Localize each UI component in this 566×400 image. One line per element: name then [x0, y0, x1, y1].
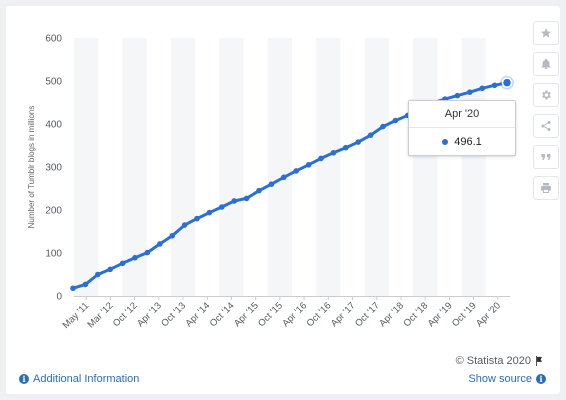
- data-point: [305, 162, 312, 168]
- plot-band: [219, 38, 244, 296]
- x-tick-label: May '11: [61, 300, 92, 331]
- data-point: [119, 260, 126, 267]
- plot-band: [413, 38, 438, 296]
- flag-icon: [536, 356, 542, 366]
- data-point: [268, 181, 275, 187]
- y-tick-label: 500: [45, 77, 62, 88]
- data-point: [454, 92, 461, 99]
- y-tick-label: 100: [45, 249, 62, 260]
- data-point: [380, 123, 386, 130]
- y-tick-label: 200: [45, 206, 62, 217]
- y-axis-title: Number of Tumblr blogs in millions: [27, 106, 36, 229]
- tooltip-value: 496.1: [454, 136, 482, 148]
- x-tick-label: Oct '19: [450, 300, 479, 329]
- data-point: [243, 195, 250, 202]
- data-point: [330, 150, 337, 156]
- info-icon: i: [536, 374, 546, 384]
- x-tick-label: Oct '14: [208, 300, 237, 329]
- show-source-link[interactable]: Show source i: [468, 373, 546, 385]
- x-tick-label: Apr '18: [377, 300, 406, 329]
- statista-credit: © Statista 2020: [456, 355, 544, 367]
- print-button[interactable]: [533, 176, 559, 200]
- data-point: [491, 82, 498, 89]
- data-point: [367, 132, 374, 138]
- print-icon: [541, 183, 551, 193]
- x-tick-label: Oct '16: [305, 300, 334, 329]
- y-tick-label: 600: [45, 34, 62, 45]
- credit-text: © Statista 2020: [455, 355, 531, 367]
- data-point: [231, 198, 237, 204]
- settings-button[interactable]: [533, 83, 559, 107]
- y-tick-label: 300: [45, 163, 62, 174]
- data-point: [107, 266, 113, 273]
- tooltip-body: 496.1: [409, 128, 515, 156]
- data-point: [293, 168, 300, 174]
- data-point: [144, 249, 151, 256]
- gear-icon: [542, 90, 551, 100]
- y-tick-label: 400: [45, 120, 62, 131]
- x-tick-label: Apr '14: [183, 300, 212, 329]
- x-tick-label: Apr '20: [474, 300, 503, 329]
- x-tick-label: Apr '17: [329, 300, 358, 329]
- plot-band: [461, 38, 486, 296]
- data-point: [206, 209, 213, 216]
- info-icon: i: [19, 374, 29, 384]
- data-point: [392, 117, 399, 124]
- plot-band: [74, 38, 99, 296]
- data-point: [318, 155, 324, 162]
- highlight-point: [501, 77, 513, 88]
- x-tick-label: Apr '13: [135, 300, 164, 329]
- data-point: [355, 139, 362, 145]
- data-point: [219, 204, 225, 210]
- plot-band: [316, 38, 341, 296]
- additional-information-label: Additional Information: [33, 373, 140, 385]
- bell-icon: [541, 58, 551, 69]
- data-point: [82, 281, 89, 288]
- data-point: [281, 174, 287, 181]
- tooltip-series-dot: [442, 139, 449, 145]
- y-tick-label: 0: [56, 292, 62, 303]
- data-point: [256, 187, 262, 194]
- data-point: [343, 144, 349, 151]
- plot-band: [364, 38, 389, 296]
- data-point: [467, 89, 473, 95]
- share-icon: [541, 121, 551, 131]
- x-tick-label: Mar '12: [85, 300, 115, 330]
- data-point: [169, 233, 175, 239]
- data-point: [194, 215, 200, 222]
- x-tick-label: Apr '15: [232, 300, 261, 329]
- share-button[interactable]: [533, 114, 559, 138]
- x-tick-label: Oct '15: [256, 300, 285, 329]
- chart-tooltip: Apr '20 496.1: [408, 100, 516, 156]
- data-point: [479, 85, 486, 92]
- cite-button[interactable]: [533, 145, 559, 169]
- x-tick-label: Oct '13: [159, 300, 188, 329]
- additional-information-link[interactable]: i Additional Information: [19, 373, 139, 385]
- x-tick-label: Apr '16: [280, 300, 309, 329]
- data-point: [181, 222, 188, 228]
- data-point: [132, 254, 138, 261]
- x-tick-label: Apr '19: [426, 300, 455, 329]
- x-tick-label: Oct '18: [401, 300, 430, 329]
- plot-band: [267, 38, 292, 296]
- plot-band: [170, 38, 196, 296]
- favorite-button[interactable]: [533, 21, 559, 45]
- x-tick-label: Oct '12: [111, 300, 140, 329]
- data-point: [95, 271, 101, 278]
- chart-card: 0 100 200 300 400 500 600 May '11 Mar '12 Oct '12…: [6, 6, 560, 394]
- star-icon: [541, 28, 551, 38]
- x-tick-label: Oct '17: [353, 300, 382, 329]
- tooltip-label: Apr '20: [409, 101, 515, 128]
- show-source-label: Show source: [468, 373, 532, 385]
- data-point: [157, 241, 163, 247]
- notification-button[interactable]: [533, 52, 559, 76]
- data-point: [70, 285, 76, 292]
- quote-icon: [541, 154, 551, 160]
